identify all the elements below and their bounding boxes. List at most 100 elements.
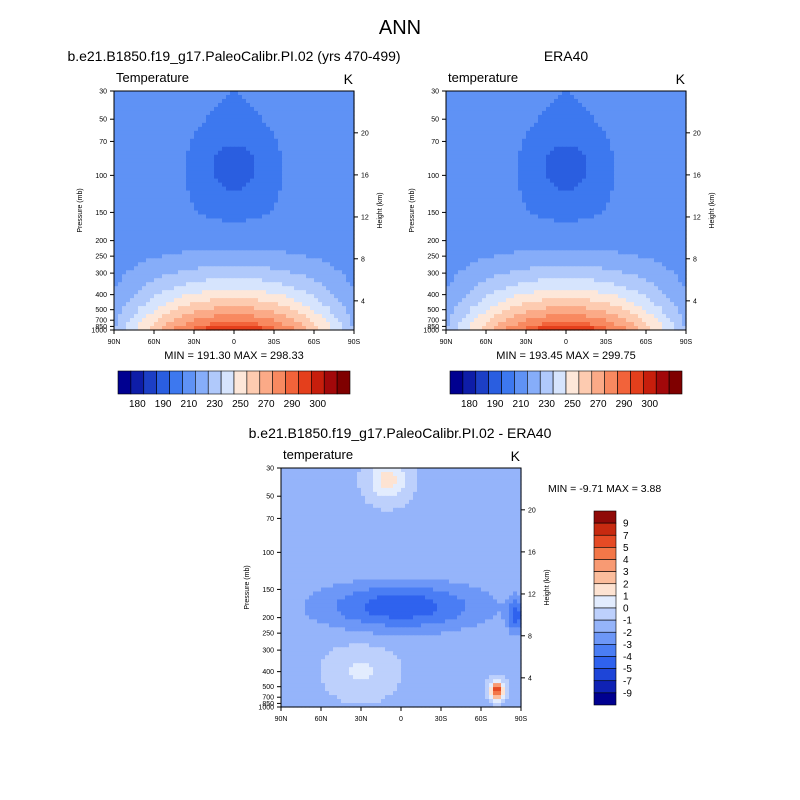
- contour-cell: [642, 118, 647, 124]
- contour-cell: [538, 174, 543, 180]
- contour-cell: [302, 182, 307, 188]
- contour-cell: [186, 314, 191, 319]
- contour-cell: [526, 146, 531, 152]
- contour-cell: [538, 94, 543, 100]
- contour-cell: [514, 130, 519, 136]
- contour-cell: [158, 326, 163, 331]
- contour-cell: [230, 190, 235, 196]
- contour-cell: [242, 218, 247, 224]
- contour-cell: [114, 306, 119, 311]
- contour-cell: [626, 130, 631, 136]
- contour-cell: [302, 302, 307, 307]
- contour-cell: [230, 222, 235, 228]
- contour-cell: [290, 282, 295, 287]
- contour-cell: [334, 154, 339, 160]
- contour-cell: [174, 126, 179, 132]
- contour-cell: [330, 106, 335, 112]
- contour-cell: [166, 102, 171, 108]
- contour-cell: [210, 182, 215, 188]
- contour-cell: [522, 146, 527, 152]
- contour-cell: [126, 134, 131, 140]
- contour-cell: [270, 138, 275, 144]
- contour-cell: [162, 91, 167, 96]
- contour-cell: [306, 282, 311, 287]
- y-tick-label: 400: [95, 292, 107, 299]
- contour-cell: [346, 126, 351, 132]
- contour-cell: [586, 154, 591, 160]
- contour-cell: [226, 226, 231, 232]
- contour-cell: [554, 138, 559, 144]
- contour-cell: [306, 234, 311, 239]
- contour-cell: [278, 210, 283, 216]
- contour-cell: [258, 130, 263, 136]
- contour-cell: [290, 154, 295, 160]
- contour-cell: [334, 98, 339, 104]
- contour-cell: [326, 122, 331, 128]
- contour-cell: [130, 290, 135, 295]
- contour-cell: [290, 146, 295, 152]
- contour-cell: [226, 306, 231, 311]
- contour-cell: [618, 91, 623, 96]
- contour-cell: [286, 322, 291, 327]
- contour-cell: [662, 91, 667, 96]
- contour-cell: [458, 118, 463, 124]
- contour-cell: [118, 146, 123, 152]
- contour-cell: [234, 226, 239, 232]
- contour-cell: [170, 186, 175, 192]
- contour-cell: [610, 150, 615, 156]
- contour-cell: [222, 98, 227, 104]
- contour-cell: [138, 318, 143, 323]
- contour-cell: [614, 150, 619, 156]
- contour-cell: [298, 306, 303, 311]
- contour-cell: [250, 258, 255, 263]
- contour-cell: [206, 170, 211, 176]
- contour-cell: [530, 102, 535, 108]
- contour-cell: [290, 134, 295, 140]
- contour-cell: [670, 130, 675, 136]
- contour-cell: [542, 142, 547, 148]
- contour-cell: [130, 91, 135, 96]
- contour-cell: [250, 322, 255, 327]
- contour-cell: [274, 254, 279, 259]
- contour-cell: [306, 302, 311, 307]
- contour-cell: [154, 298, 159, 303]
- contour-cell: [198, 166, 203, 172]
- contour-cell: [486, 138, 491, 144]
- contour-cell: [206, 94, 211, 100]
- contour-cell: [270, 302, 275, 307]
- contour-cell: [130, 118, 135, 124]
- contour-cell: [262, 114, 267, 120]
- contour-cell: [286, 306, 291, 311]
- contour-cell: [346, 182, 351, 188]
- contour-cell: [162, 306, 167, 311]
- contour-cell: [138, 134, 143, 140]
- contour-cell: [274, 162, 279, 168]
- contour-cell: [122, 242, 127, 247]
- contour-cell: [318, 218, 323, 224]
- contour-cell: [134, 162, 139, 168]
- contour-cell: [618, 138, 623, 144]
- contour-cell: [254, 282, 259, 287]
- contour-cell: [262, 122, 267, 128]
- contour-cell: [302, 142, 307, 148]
- contour-cell: [350, 226, 355, 232]
- contour-cell: [326, 318, 331, 323]
- contour-cell: [182, 262, 187, 267]
- contour-cell: [162, 326, 167, 331]
- contour-cell: [194, 142, 199, 148]
- contour-cell: [586, 150, 591, 156]
- contour-cell: [250, 302, 255, 307]
- contour-cell: [158, 194, 163, 200]
- contour-cell: [130, 278, 135, 283]
- contour-cell: [294, 202, 299, 208]
- contour-cell: [614, 158, 619, 164]
- contour-cell: [334, 254, 339, 259]
- contour-cell: [514, 142, 519, 148]
- contour-cell: [494, 122, 499, 128]
- contour-cell: [162, 282, 167, 287]
- contour-cell: [130, 166, 135, 172]
- contour-cell: [330, 290, 335, 295]
- contour-cell: [266, 194, 271, 200]
- contour-cell: [538, 106, 543, 112]
- contour-cell: [518, 146, 523, 152]
